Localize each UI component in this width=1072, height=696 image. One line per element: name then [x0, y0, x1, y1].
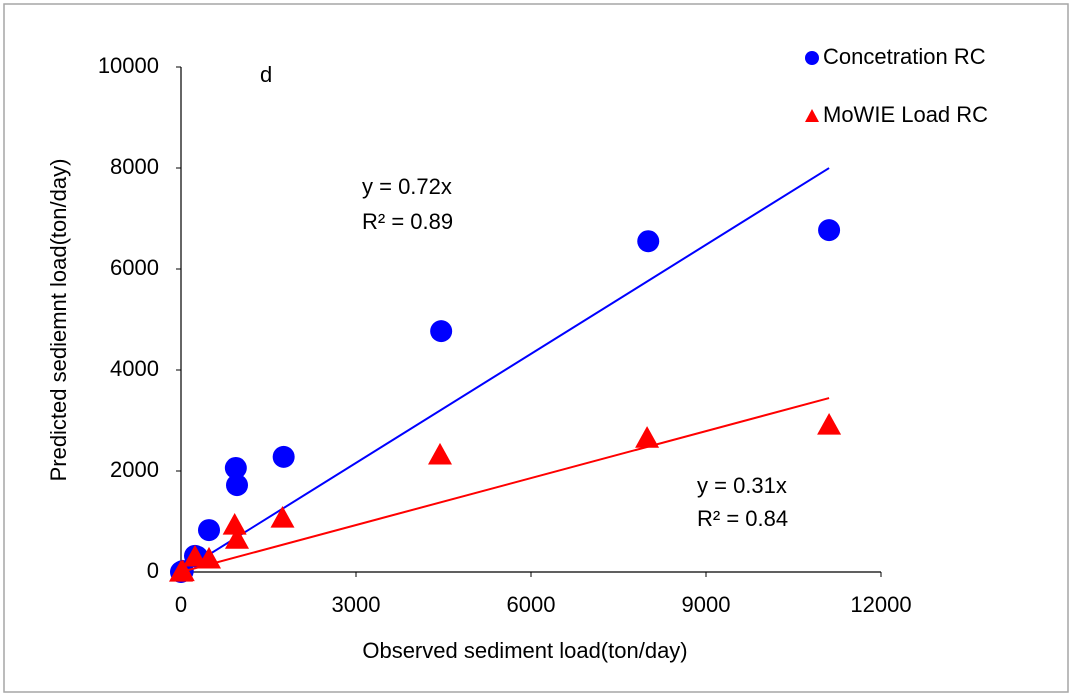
trendline-r2: R² = 0.84 [697, 506, 788, 531]
data-point [226, 474, 248, 497]
legend-label: Concetration RC [823, 44, 986, 69]
x-tick-label: 12000 [850, 592, 911, 617]
x-tick-label: 6000 [507, 592, 556, 617]
data-point [225, 527, 249, 549]
x-tick-label: 3000 [332, 592, 381, 617]
y-tick-label: 10000 [98, 53, 159, 78]
data-point [222, 513, 247, 535]
y-tick-label: 6000 [110, 255, 159, 280]
legend-marker [805, 51, 819, 65]
data-point [637, 230, 660, 253]
trendline-equation: y = 0.31x [697, 473, 787, 498]
legend-label: MoWIE Load RC [823, 102, 988, 127]
trendline [180, 167, 830, 573]
y-axis-label: Predicted sediemnt load(ton/day) [46, 159, 71, 482]
data-point [170, 559, 195, 582]
y-tick-label: 8000 [110, 154, 159, 179]
data-point [224, 456, 247, 479]
x-axis-label: Observed sediment load(ton/day) [362, 638, 687, 663]
data-point [270, 505, 295, 528]
y-tick-label: 0 [147, 558, 159, 583]
data-point [817, 413, 842, 435]
trendline-r2: R² = 0.89 [362, 209, 453, 234]
legend-marker [805, 109, 819, 122]
data-point [428, 442, 452, 465]
y-tick-label: 2000 [110, 457, 159, 482]
data-point [272, 445, 295, 468]
data-point [183, 544, 207, 567]
y-tick-label: 4000 [110, 356, 159, 381]
x-tick-label: 0 [175, 592, 187, 617]
data-point [430, 320, 453, 343]
trendline-equation: y = 0.72x [362, 174, 452, 199]
data-point [818, 219, 841, 242]
x-tick-label: 9000 [682, 592, 731, 617]
data-point [197, 546, 221, 569]
data-point [198, 519, 220, 542]
trendline [180, 397, 830, 573]
panel-annotation: d [260, 62, 272, 87]
data-point [635, 426, 660, 448]
